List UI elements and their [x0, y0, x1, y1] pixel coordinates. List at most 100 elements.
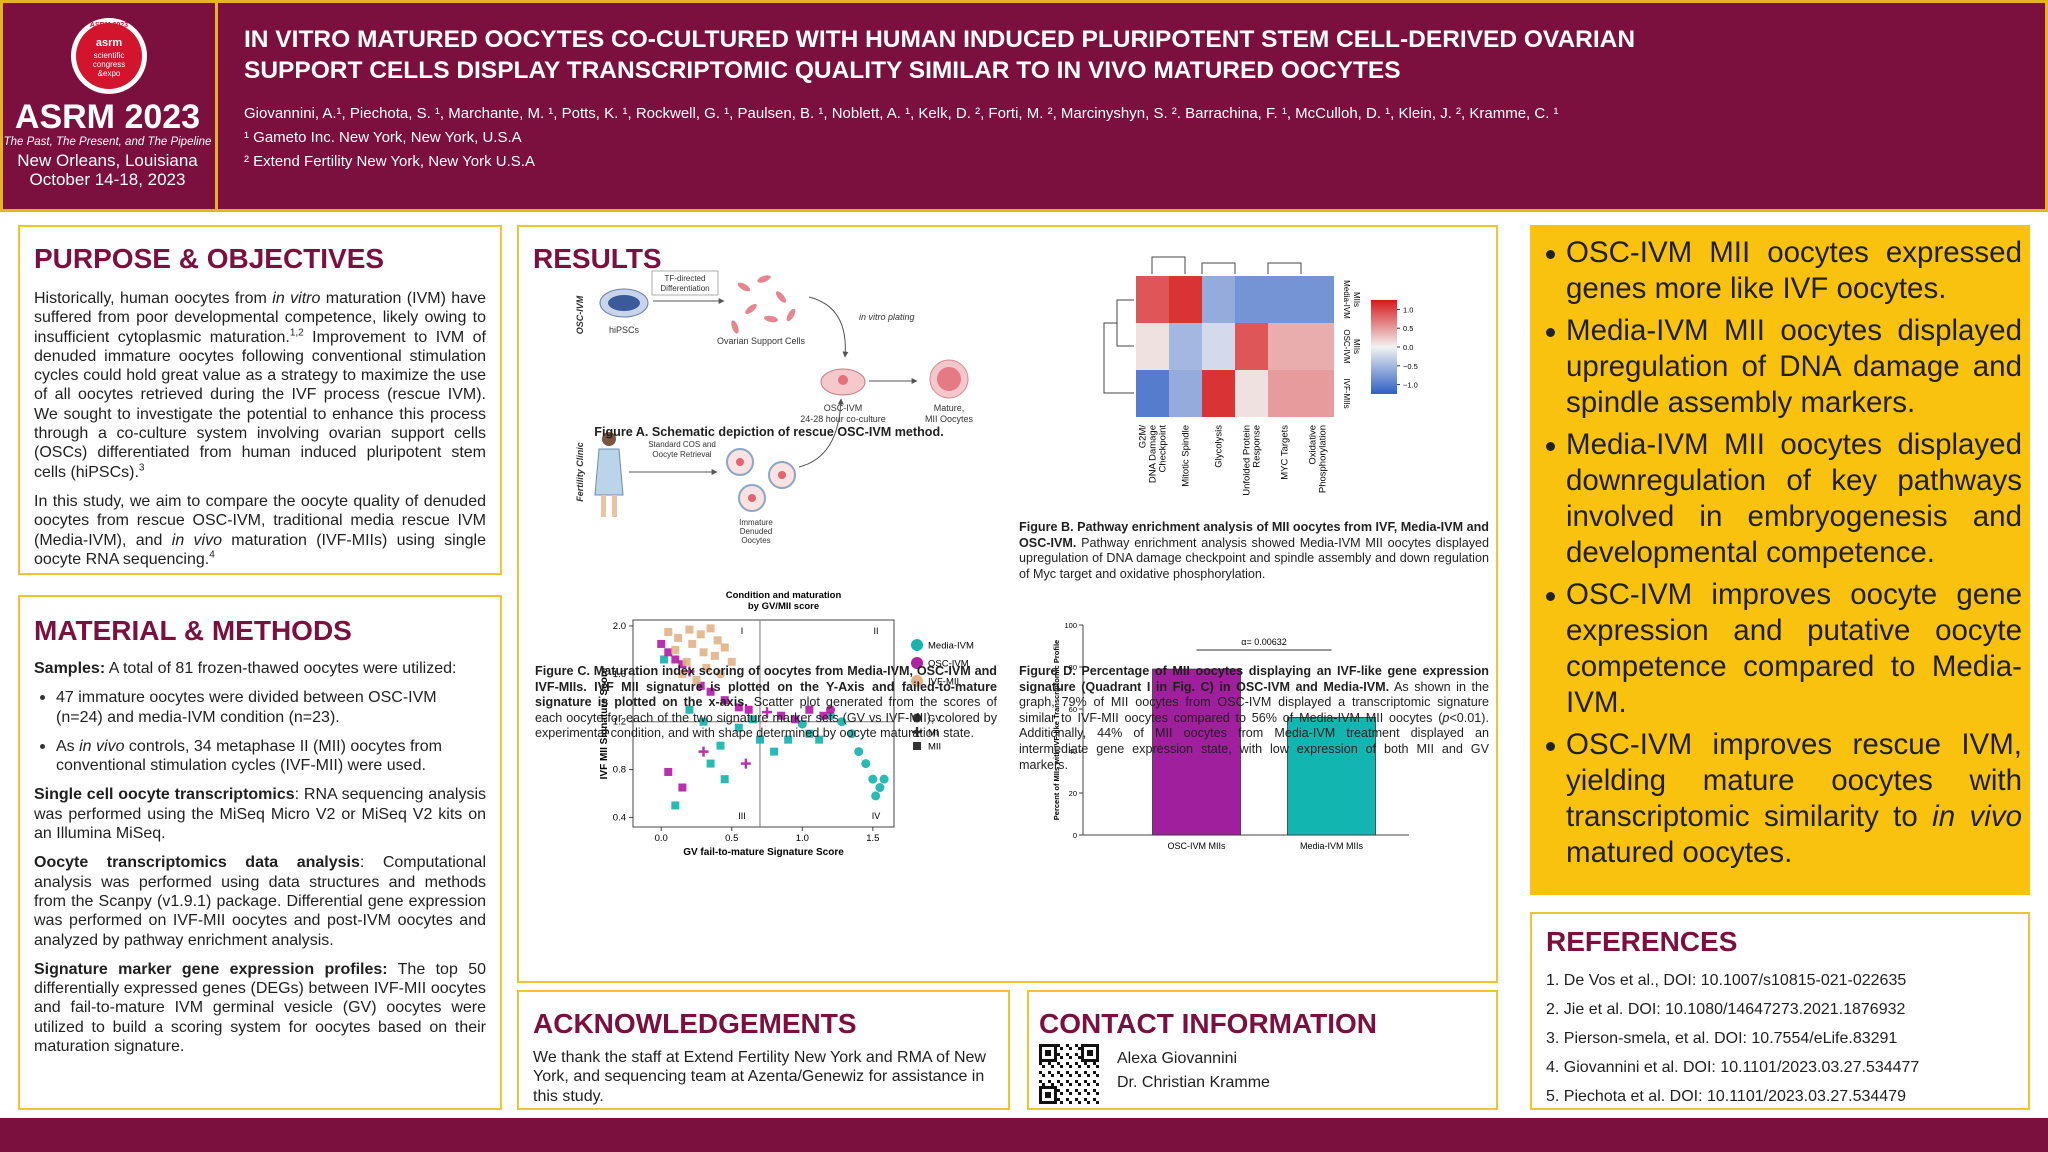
- qr-cell: [1045, 1101, 1048, 1104]
- qr-cell: [1051, 1059, 1054, 1062]
- qr-cell: [1075, 1044, 1078, 1047]
- scatter-point: [660, 655, 669, 664]
- section-text: Historically, human oocytes from in vitr…: [34, 289, 486, 579]
- scatter-point: [734, 703, 743, 712]
- qr-cell: [1084, 1059, 1087, 1062]
- qr-cell: [1039, 1089, 1042, 1092]
- heatmap-cell: [1136, 370, 1169, 417]
- heatmap-cell: [1268, 370, 1301, 417]
- qr-cell: [1087, 1092, 1090, 1095]
- column-label: Oxidative: [1308, 425, 1319, 465]
- qr-cell: [1039, 1044, 1042, 1047]
- section-text: Samples: A total of 81 frozen-thawed ooc…: [34, 659, 486, 1066]
- qr-cell: [1060, 1047, 1063, 1050]
- colorbar-tick-label: 0.5: [1403, 324, 1413, 333]
- y-tick-label: 80: [1069, 663, 1077, 672]
- text-run: Figure B. Pathway enrichment analysis of…: [1019, 520, 1489, 550]
- scatter-point: [720, 643, 729, 652]
- conclusions-box: OSC-IVM MII oocytes expressed genes more…: [1530, 225, 2030, 895]
- qr-cell: [1096, 1053, 1099, 1056]
- scatter-point: [777, 711, 786, 720]
- scatter-point: [762, 707, 773, 718]
- scatter-point: [784, 735, 793, 744]
- y-tick-label: 0: [1073, 831, 1077, 840]
- logo-sub: scientific: [94, 51, 125, 60]
- text-run: As shown in the graph, 79% of MII oocyte…: [1019, 679, 1490, 725]
- purpose-box: PURPOSE & OBJECTIVES Historically, human…: [18, 225, 502, 575]
- y-axis-label: Percent of MIIs with IVF-like Transcript…: [1052, 640, 1061, 820]
- qr-cell: [1060, 1074, 1063, 1077]
- qr-cell: [1039, 1098, 1042, 1101]
- qr-cell: [1048, 1086, 1051, 1089]
- text-run: Samples:: [34, 660, 106, 677]
- qr-cell: [1054, 1098, 1057, 1101]
- qr-cell: [1081, 1047, 1084, 1050]
- scatter-point: [685, 705, 694, 714]
- reference-item: 4. Giovannini et al. DOI: 10.1101/2023.0…: [1546, 1059, 1920, 1076]
- section-heading: RESULTS: [533, 243, 662, 274]
- qr-cell: [1075, 1071, 1078, 1074]
- column-label: Checkpoint: [1158, 425, 1169, 473]
- heatmap-cell: [1235, 276, 1268, 323]
- qr-cell: [1069, 1047, 1072, 1050]
- qr-cell: [1066, 1098, 1069, 1101]
- y-tick-label: 1.6: [613, 669, 626, 680]
- row-label: OSC-IVM: [1342, 329, 1351, 364]
- text-run: in vitro: [272, 290, 321, 307]
- qr-cell: [1048, 1044, 1051, 1047]
- qr-cell: [1084, 1089, 1087, 1092]
- x-tick-label: OSC-IVM MIIs: [1168, 841, 1226, 851]
- qr-cell: [1090, 1050, 1093, 1053]
- qr-cell: [1078, 1083, 1081, 1086]
- scatter-point: [837, 717, 847, 727]
- affiliation: ² Extend Fertility New York, New York U.…: [244, 153, 535, 170]
- qr-cell: [1090, 1044, 1093, 1047]
- qr-cell: [1066, 1089, 1069, 1092]
- scatter-point: [791, 715, 800, 724]
- qr-cell: [1045, 1050, 1048, 1053]
- qr-cell: [1066, 1053, 1069, 1056]
- qr-cell: [1054, 1047, 1057, 1050]
- scatter-point: [657, 639, 666, 648]
- scatter-point: [706, 624, 715, 633]
- schematic-label: Mature,: [934, 403, 965, 413]
- qr-cell: [1081, 1050, 1084, 1053]
- scatter-point: [678, 669, 687, 678]
- bullet-item: As in vivo controls, 34 metaphase II (MI…: [34, 737, 486, 776]
- scatter-point: [734, 723, 743, 732]
- qr-cell: [1081, 1053, 1084, 1056]
- scatter-point: [678, 660, 687, 669]
- scatter-point: [815, 735, 824, 744]
- qr-cell: [1084, 1080, 1087, 1083]
- y-tick-label: 1.2: [613, 717, 626, 728]
- conclusion-item: Media-IVM MII oocytes displayed downregu…: [1546, 427, 2022, 571]
- qr-cell: [1096, 1047, 1099, 1050]
- y-tick-label: 2.0: [613, 621, 626, 632]
- qr-cell: [1087, 1050, 1090, 1053]
- y-tick-label: 20: [1069, 789, 1077, 798]
- qr-cell: [1081, 1044, 1084, 1047]
- location: New Orleans, Louisiana: [17, 151, 198, 170]
- qr-cell: [1039, 1056, 1042, 1059]
- heatmap-cell: [1169, 276, 1202, 323]
- scatter-point: [671, 801, 680, 810]
- results-box: RESULTS OSC-IVM hiPSCs TF-directed Diffe…: [517, 225, 1498, 983]
- qr-cell: [1057, 1062, 1060, 1065]
- x-tick-label: 1.0: [796, 833, 809, 844]
- conclusions-list: OSC-IVM MII oocytes expressed genes more…: [1546, 235, 2022, 871]
- logo-sub: congress: [93, 60, 125, 69]
- heatmap-cell: [1202, 370, 1235, 417]
- paragraph: Oocyte transcriptomics data analysis: Co…: [34, 853, 486, 949]
- scatter-point: [664, 767, 673, 776]
- schematic-label: MII Oocytes: [925, 414, 974, 424]
- qr-cell: [1087, 1044, 1090, 1047]
- qr-cell: [1057, 1053, 1060, 1056]
- scatter-point: [674, 633, 683, 642]
- reference-item: 1. De Vos et al., DOI: 10.1007/s10815-02…: [1546, 972, 1907, 989]
- bar: [1287, 716, 1376, 836]
- text-run: Oocyte transcriptomics data analysis: [34, 854, 360, 872]
- legend-label: MI: [928, 728, 939, 739]
- heatmap-cell: [1301, 370, 1334, 417]
- scatter-point: [805, 705, 814, 714]
- denuded-oocytes: [726, 448, 796, 512]
